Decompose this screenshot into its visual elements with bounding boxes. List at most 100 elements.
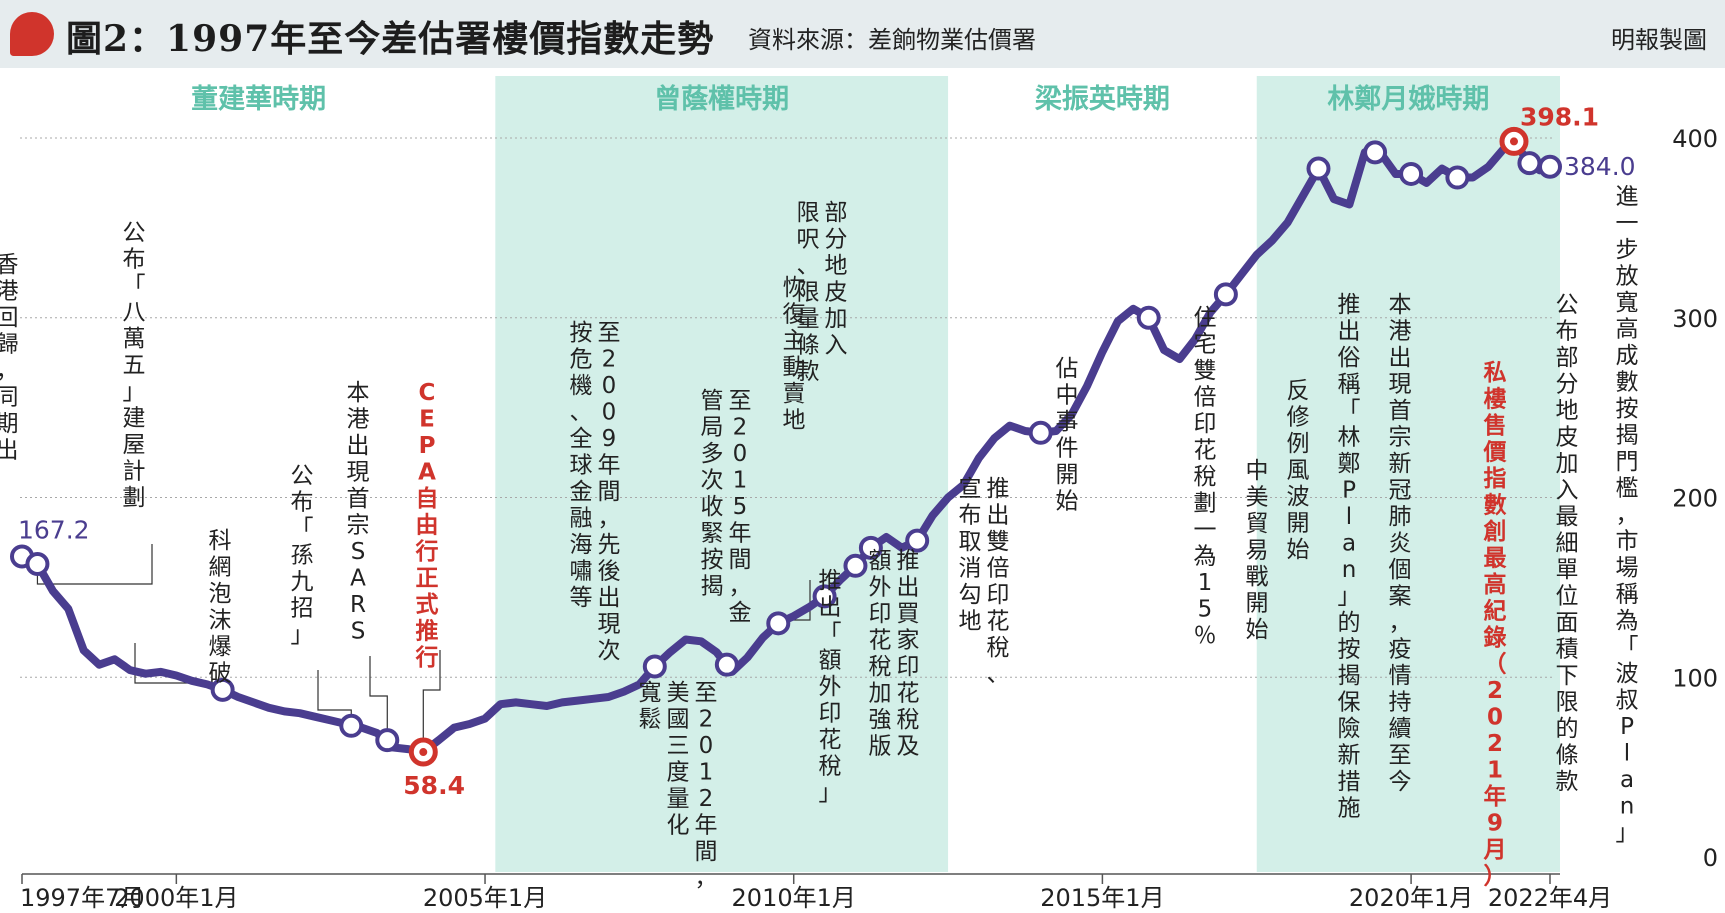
annotation-char: 局 [701,415,724,441]
annotation-char: 售 [1484,412,1507,439]
annotation-char: 限 [1556,690,1579,716]
annotation-char: 0 [602,373,617,399]
annotation-char: 案 [1389,584,1412,610]
annotation-char: 先 [598,532,621,558]
annotation-char: 條 [797,333,820,359]
annotation-char: 量 [797,306,820,332]
annotation-char: ， [729,574,752,600]
annotation-char: 林 [1338,425,1361,451]
annotation-char: 條 [1556,743,1579,769]
annotation-char: 檻 [1616,476,1639,502]
annotation-char: 為 [1194,544,1217,570]
event-marker [1213,282,1238,307]
annotation-char: 皮 [1556,425,1579,451]
annotation-char: 修 [1287,405,1310,431]
annotation-char: 印 [897,654,920,680]
annotation-char: 全 [570,426,593,452]
value-label: 58.4 [403,771,465,800]
annotation-char: 花 [1194,438,1217,464]
annotation-char: 印 [1194,411,1217,437]
annotation-char: 的 [1556,716,1579,742]
annotation-char: 主 [783,328,806,354]
annotation-char: 泡 [209,581,232,607]
annotation-char: 易 [1246,538,1269,564]
annotation-char: 位 [1556,584,1579,610]
annotation-char: ， [0,358,19,384]
annotation-char: 屋 [123,432,146,458]
annotation-char: 布 [291,490,314,516]
annotation-char: 佔 [1056,356,1079,382]
annotation-char: 地 [959,609,982,635]
annotation-char: 次 [701,468,724,494]
annotation-char: 波 [1287,484,1310,510]
peak-marker-dot [1509,137,1518,146]
annotation-char: 現 [347,460,370,486]
annotation-char: （ [1484,651,1507,678]
annotation-char: 倍 [1194,385,1217,411]
annotation-char: 揭 [1616,423,1639,449]
annotation-char: ） [1484,863,1507,890]
annotation-char: 推 [416,619,439,645]
annotation-char: 始 [1287,537,1310,563]
event-marker [1517,151,1542,176]
period-label: 董建華時期 [191,84,326,115]
annotation-char: 首 [1389,398,1412,424]
annotation-char: 香 [0,252,19,278]
annotation-char: 始 [1056,489,1079,515]
annotation-char: 紀 [1484,598,1507,625]
y-tick-label: 400 [1672,125,1718,153]
annotation-char: 同 [0,385,19,411]
annotation-char: 版 [869,734,892,760]
annotation-char: 額 [869,548,892,574]
annotation-char: 度 [667,760,690,786]
annotation-char: 戰 [1246,564,1269,590]
annotation-char: 樓 [1484,387,1507,413]
annotation-char: 期 [0,411,19,437]
event-marker [843,553,868,578]
annotation-char: 化 [667,813,690,839]
annotation-char: 鄭 [1338,451,1361,477]
annotation-char: 細 [1556,531,1579,557]
annotation-char: 9 [1487,811,1503,837]
annotation-char: 稅 [1194,464,1217,490]
chart-credit: 明報製圖 [1611,26,1707,54]
annotation-char: 成 [1616,343,1639,369]
annotation-char: 建 [123,406,146,432]
annotation-char: 按 [701,547,724,573]
annotation-char: 正 [416,566,439,592]
annotation-char: 5 [1198,597,1213,623]
annotation-char: R [350,592,366,618]
event-marker [905,528,930,553]
event-marker [766,611,791,636]
annotation-char: 年 [598,453,621,479]
annotation-char: ， [695,866,718,892]
annotation-char: 出 [347,433,370,459]
annotation-char: 貿 [1246,511,1269,537]
annotation-char: 鬆 [639,707,662,733]
annotation-char: 後 [598,559,621,585]
annotation-char: 按 [1616,396,1639,422]
annotation-char: ， [1389,610,1412,636]
chart-header: 圖2：1997年至今差估署樓價指數走勢 資料來源：差餉物業估價署 明報製圖 [0,0,1725,68]
annotation-char: 續 [1389,716,1412,742]
annotation-char: 部 [1556,345,1579,371]
annotation-char: 首 [347,486,370,512]
annotation-char: 港 [1389,319,1412,345]
annotation-char: 推 [897,548,920,574]
value-label: 167.2 [18,515,90,544]
annotation-char: 科 [209,528,232,554]
annotation-char: 一 [1194,517,1217,543]
annotation-char: A [350,566,366,592]
annotation-char: 」 [123,379,146,405]
annotation-char: ％ [1194,623,1217,649]
annotation-char: 情 [1389,663,1412,689]
annotation-char: 家 [897,628,920,654]
annotation-char: 印 [819,701,842,727]
speech-bubble-icon [10,12,54,56]
annotation-char: 港 [0,279,19,305]
annotation-char: 皮 [825,280,848,306]
annotation-char: 年 [1484,783,1507,810]
annotation-char: 次 [598,638,621,664]
annotation-char: 反 [1287,378,1310,404]
annotation-char: 公 [291,463,314,489]
